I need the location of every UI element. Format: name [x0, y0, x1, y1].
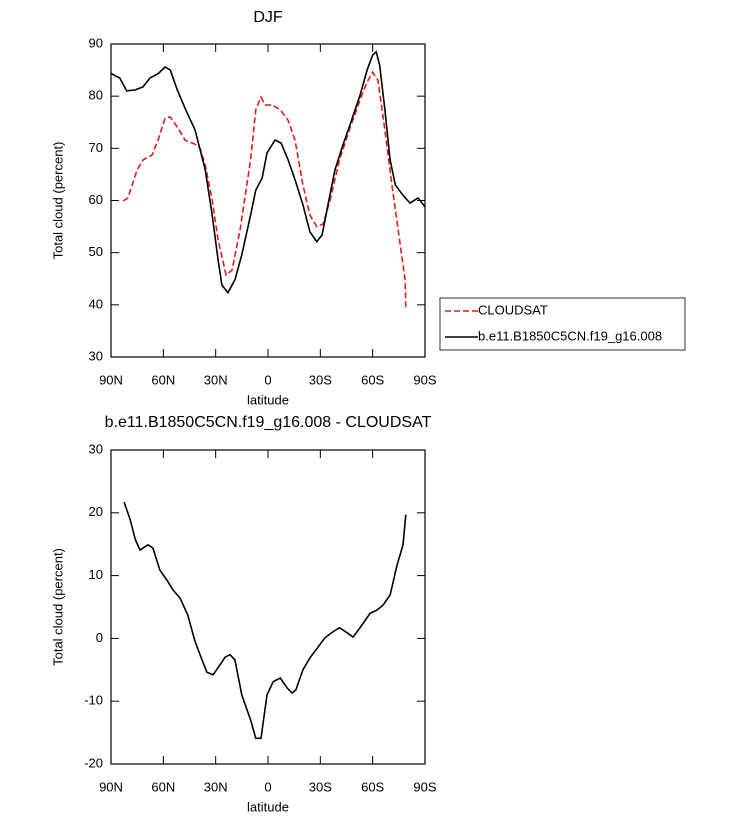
- y-tick-label: 30: [89, 348, 103, 363]
- plot-frame: [110, 43, 426, 358]
- y-tick-label: 90: [89, 35, 103, 50]
- y-tick-label: 70: [89, 140, 103, 155]
- x-tick-label: 60S: [361, 372, 384, 387]
- y-tick-label: 80: [89, 88, 103, 103]
- y-tick-label: 0: [96, 630, 103, 645]
- chart-title: DJF: [253, 9, 283, 26]
- data-line: [123, 501, 407, 740]
- y-tick-label: 60: [89, 192, 103, 207]
- y-axis-label: Total cloud (percent): [50, 548, 65, 666]
- y-tick-label: 40: [89, 296, 103, 311]
- x-tick-label: 90N: [99, 372, 123, 387]
- x-tick-label: 0: [264, 372, 271, 387]
- y-tick-label: 10: [89, 567, 103, 582]
- x-tick-label: 60S: [361, 779, 384, 794]
- data-line: [110, 50, 426, 295]
- x-tick-label: 90S: [413, 779, 436, 794]
- y-axis-label: Total cloud (percent): [50, 142, 65, 260]
- x-tick-label: 30N: [204, 372, 228, 387]
- plot-frame: [110, 449, 426, 765]
- data-line: [122, 70, 407, 307]
- chart-title: b.e11.B1850C5CN.f19_g16.008 - CLOUDSAT: [105, 414, 432, 431]
- x-tick-label: 90S: [413, 372, 436, 387]
- y-tick-label: -10: [84, 693, 103, 708]
- x-tick-label: 60N: [151, 779, 175, 794]
- x-tick-label: 60N: [151, 372, 175, 387]
- x-tick-label: 90N: [99, 779, 123, 794]
- y-tick-label: 50: [89, 244, 103, 259]
- legend-box: [439, 297, 686, 351]
- y-tick-label: 30: [89, 441, 103, 456]
- x-tick-label: 30S: [309, 372, 332, 387]
- y-tick-label: -20: [84, 755, 103, 770]
- y-tick-label: 20: [89, 504, 103, 519]
- x-tick-label: 30N: [204, 779, 228, 794]
- x-axis-label: latitude: [247, 799, 289, 814]
- legend-label: b.e11.B1850C5CN.f19_g16.008: [478, 328, 662, 343]
- legend-label: CLOUDSAT: [478, 302, 548, 317]
- x-tick-label: 0: [264, 779, 271, 794]
- x-axis-label: latitude: [247, 392, 289, 407]
- x-tick-label: 30S: [309, 779, 332, 794]
